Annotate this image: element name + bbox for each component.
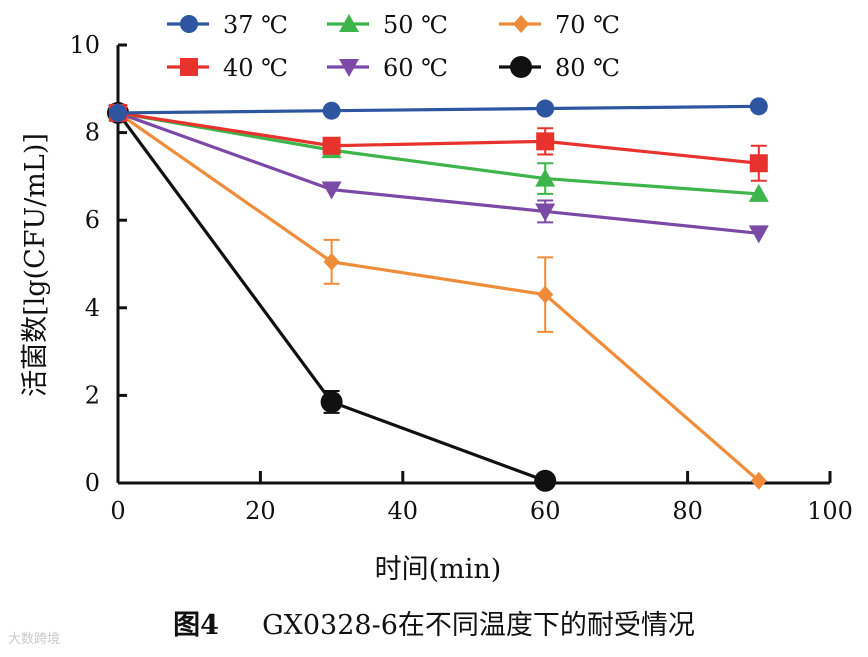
legend: 37 ℃ 40 ℃ 50 ℃ 60 ℃ 70 ℃ 80 ℃ [167,11,620,82]
legend-marker [180,15,198,33]
y-tick-label: 2 [85,381,100,409]
legend-label: 70 ℃ [555,11,620,39]
x-tick-label: 80 [672,497,703,525]
legend-entry: 40 ℃ [167,54,288,82]
series-line [117,111,759,165]
legend-marker [510,56,532,78]
data-point [534,469,557,492]
data-point [749,97,768,116]
data-point [321,181,342,200]
legend-entry: 50 ℃ [327,11,448,39]
figure-caption-text: GX0328-6在不同温度下的耐受情况 [262,610,695,641]
legend-label: 50 ℃ [383,11,448,39]
data-point [320,390,343,413]
data-point [322,101,341,120]
legend-entry: 37 ℃ [167,11,288,39]
x-tick-label: 60 [530,497,561,525]
legend-label: 80 ℃ [555,54,620,82]
series-line [116,111,546,483]
data-point [748,225,769,244]
data-point [749,154,768,173]
legend-label: 40 ℃ [223,54,288,82]
y-tick-label: 4 [85,294,100,322]
series-50C [108,102,769,202]
legend-marker [339,59,359,77]
series-37C [109,97,768,122]
y-tick-label: 0 [85,469,100,497]
series-70C [110,103,767,490]
watermark: 大数跨境 [8,632,61,647]
series-line [117,111,759,196]
data-point [536,99,555,118]
x-tick-label: 100 [807,497,853,525]
series-40C [109,103,768,182]
legend-marker [513,15,529,33]
x-axis-title: 时间(min) [375,554,502,585]
figure-caption-label: 图4 [173,610,219,641]
legend-entry: 70 ℃ [499,11,620,39]
y-tick-label: 10 [69,31,100,59]
legend-marker [339,14,359,32]
legend-label: 37 ℃ [223,11,288,39]
series-80C [107,101,557,492]
figure-caption: 图4 GX0328-6在不同温度下的耐受情况 [0,603,868,642]
y-axis-title: 活菌数[lg(CFU/mL)] [20,133,51,397]
data-point [748,183,769,202]
data-point [750,471,767,490]
y-tick-label: 6 [85,206,100,234]
legend-label: 60 ℃ [383,54,448,82]
y-tick-label: 8 [85,119,100,147]
data-point [537,285,554,304]
data-point [323,252,340,271]
data-point [535,203,556,222]
series-line [117,104,759,115]
data-point [322,136,341,155]
legend-marker [180,58,198,76]
x-tick-label: 20 [245,497,276,525]
data-point [535,168,556,187]
series-line [117,111,759,235]
x-tick-label: 0 [110,497,125,525]
x-tick-label: 40 [388,497,419,525]
data-point [536,132,555,151]
series-layer [107,97,769,492]
legend-entry: 60 ℃ [327,54,448,82]
data-point [109,103,127,122]
series-line [117,111,760,483]
legend-entry: 80 ℃ [499,54,620,82]
